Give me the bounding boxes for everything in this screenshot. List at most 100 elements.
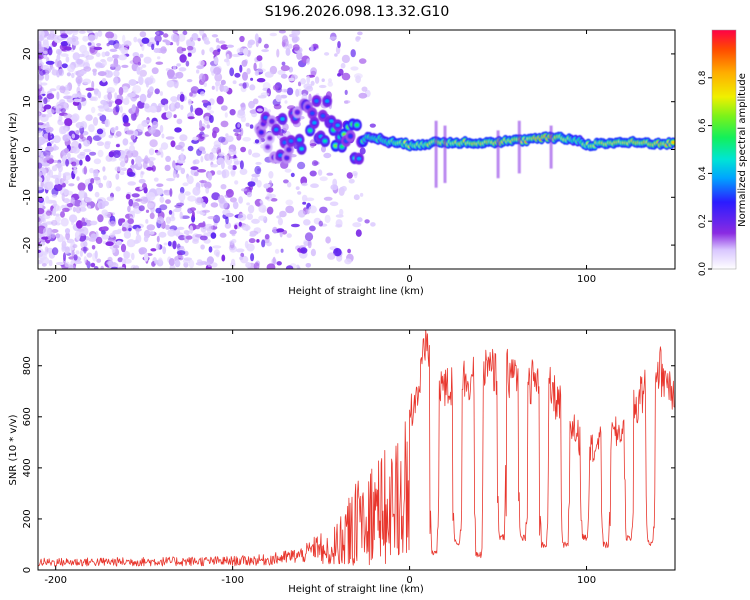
spectrogram-noise-blob: [42, 150, 51, 157]
spectrogram-noise-blob: [175, 71, 184, 79]
spectrogram-noise-blob: [300, 247, 308, 254]
spectrogram-noise-blob: [179, 211, 183, 220]
spectrogram-noise-blob: [270, 198, 278, 202]
spectrogram-ridge-core: [263, 116, 268, 120]
spectrogram-noise-blob: [144, 252, 149, 262]
spectrogram-noise-blob: [288, 77, 295, 82]
spectrogram-noise-blob: [59, 85, 66, 94]
spectrogram-noise-blob: [128, 198, 134, 207]
spectrogram-noise-blob: [41, 162, 50, 167]
spectrogram-noise-blob: [56, 54, 61, 62]
spectrogram-ridge-core: [354, 123, 359, 127]
spectrogram-noise-blob: [186, 39, 192, 46]
spectrogram-noise-blob: [167, 241, 172, 247]
spectrogram-noise-blob: [143, 103, 150, 109]
spectrogram-noise-blob: [253, 176, 259, 183]
spectrogram-noise-blob: [206, 124, 210, 129]
spectrogram-noise-blob: [110, 63, 119, 68]
spectrogram-noise-blob: [245, 122, 250, 127]
spectrogram-noise-blob: [164, 103, 169, 111]
spectrogram-noise-blob: [64, 84, 70, 91]
spectrogram-noise-blob: [225, 133, 229, 138]
spectrogram-noise-blob: [143, 119, 151, 123]
spectrogram-noise-blob: [352, 222, 362, 228]
spectrogram-noise-blob: [137, 38, 142, 43]
spectrogram-noise-blob: [238, 196, 244, 204]
spectrogram-noise-blob: [147, 126, 156, 134]
spectrogram-noise-blob: [287, 181, 292, 188]
spectrogram-noise-blob: [125, 193, 131, 200]
spectrogram-noise-blob: [141, 43, 145, 51]
spectrogram-noise-blob: [303, 239, 309, 247]
spectrogram-noise-blob: [350, 66, 359, 71]
spectrogram-noise-blob: [222, 85, 229, 93]
spectrogram-noise-blob: [123, 230, 131, 239]
spectrogram-noise-blob: [127, 92, 136, 98]
spectrogram-noise-blob: [38, 249, 42, 254]
spectrogram-noise-blob: [130, 264, 137, 269]
spectrogram-noise-blob: [38, 61, 44, 67]
spectrogram-noise-blob: [51, 174, 60, 179]
spectrogram-noise-blob: [188, 259, 195, 269]
spectrogram-noise-blob: [335, 219, 343, 228]
spectrogram-noise-blob: [190, 166, 199, 171]
spectrogram-ridge-core: [357, 157, 361, 161]
spectrogram-ridge-core: [348, 134, 353, 138]
spectrogram-noise-blob: [244, 240, 249, 249]
spectrogram-noise-blob: [163, 33, 169, 38]
spectrogram-noise-blob: [191, 33, 199, 41]
spectrogram-noise-blob: [282, 35, 288, 43]
spectrogram-noise-blob: [51, 200, 57, 204]
spectrogram-noise-blob: [100, 265, 104, 269]
spectrogram-noise-blob: [79, 159, 83, 166]
spectrogram-noise-blob: [153, 48, 160, 53]
spectrogram-noise-blob: [200, 73, 206, 82]
spectrogram-noise-blob: [341, 54, 350, 64]
spectrogram-noise-blob: [323, 196, 333, 201]
spectrogram-noise-blob: [169, 188, 173, 197]
spectrogram-noise-blob: [123, 122, 131, 127]
spectrogram-noise-blob: [97, 214, 104, 223]
spectrogram-noise-blob: [264, 71, 274, 78]
spectrogram-noise-blob: [281, 88, 288, 93]
spectrogram-noise-blob: [179, 93, 185, 102]
spectrogram-noise-blob: [91, 245, 96, 250]
spectrogram-noise-blob: [38, 177, 43, 183]
spectrogram-noise-blob: [302, 201, 307, 205]
spectrogram-ridge-core: [284, 156, 289, 160]
spectrogram-noise-blob: [71, 30, 79, 36]
spectrogram-noise-blob: [63, 102, 68, 109]
spectrogram-noise-blob: [79, 134, 84, 139]
spectrogram-noise-blob: [165, 224, 170, 230]
spectrogram-noise-blob: [369, 123, 376, 128]
spectrogram-noise-blob: [355, 36, 361, 40]
spectrogram-noise-blob: [297, 191, 302, 195]
spectrogram-noise-blob: [280, 65, 290, 72]
spectrogram-noise-blob: [93, 266, 99, 269]
x-tick-label: 0: [406, 274, 412, 285]
spectrogram-noise-blob: [174, 127, 182, 133]
spectrogram-noise-blob: [61, 204, 66, 209]
spectrogram-noise: [38, 30, 376, 269]
spectrogram-noise-blob: [100, 99, 107, 105]
spectrogram-noise-blob: [39, 34, 43, 41]
spectrogram-noise-blob: [104, 108, 114, 113]
spectrogram-noise-blob: [177, 226, 185, 230]
spectrogram-noise-blob: [197, 169, 207, 173]
spectrogram-noise-blob: [115, 173, 120, 180]
spectrogram-noise-blob: [240, 103, 246, 108]
spectrogram-noise-blob: [193, 171, 199, 177]
spectrogram-noise-blob: [91, 80, 95, 90]
spectrogram-noise-blob: [348, 178, 355, 184]
spectrogram-noise-blob: [207, 264, 212, 267]
spectrogram-noise-blob: [87, 34, 96, 42]
spectrogram-noise-blob: [119, 171, 125, 176]
spectrogram-noise-blob: [78, 143, 82, 150]
spectrogram-noise-blob: [240, 146, 247, 153]
spectrogram-noise-blob: [284, 100, 288, 104]
spectrogram-noise-blob: [207, 153, 216, 162]
spectrogram-ridge-core: [329, 119, 334, 123]
spectrogram-noise-blob: [276, 261, 282, 266]
spectrogram-noise-blob: [268, 171, 274, 179]
spectrogram-noise-blob: [127, 181, 136, 186]
